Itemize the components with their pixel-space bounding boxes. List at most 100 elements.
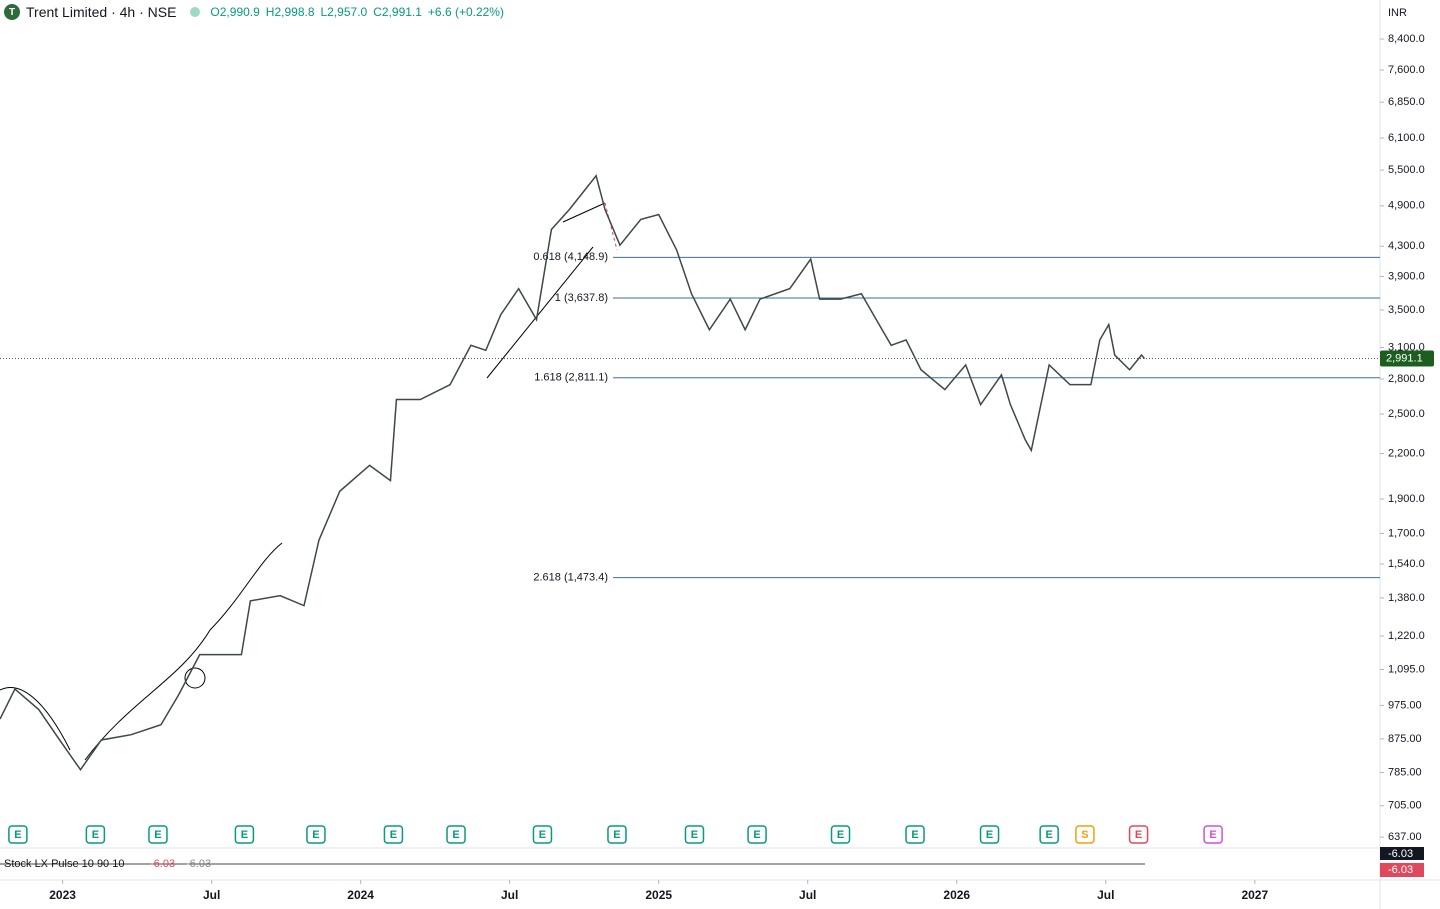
event-marker bbox=[905, 825, 925, 844]
y-tick-label: 3,500.0 bbox=[1388, 304, 1425, 316]
x-tick-label: Jul bbox=[799, 888, 816, 902]
event-label: E bbox=[14, 829, 21, 841]
y-tick-label: 705.00 bbox=[1388, 800, 1422, 812]
event-label: E bbox=[613, 829, 620, 841]
y-tick-label: 1,700.0 bbox=[1388, 527, 1425, 539]
status-dot bbox=[190, 7, 201, 17]
y-tick-label: 2,800.0 bbox=[1388, 373, 1425, 385]
y-tick-label: 1,540.0 bbox=[1388, 558, 1425, 570]
indicator-axis-label: -6.03 bbox=[1388, 864, 1413, 876]
logo: T bbox=[4, 4, 20, 20]
x-tick-label: Jul bbox=[1097, 888, 1114, 902]
event-label: E bbox=[539, 829, 546, 841]
event-label: E bbox=[986, 829, 993, 841]
event-label: S bbox=[1081, 829, 1088, 841]
indicator-name: Stock LX Pulse 10 90 10 bbox=[4, 858, 124, 870]
x-tick-label: Jul bbox=[203, 888, 220, 902]
event-label: E bbox=[1135, 829, 1142, 841]
y-tick-label: 3,100.0 bbox=[1388, 341, 1425, 353]
event-label: E bbox=[390, 829, 397, 841]
y-tick-label: 2,500.0 bbox=[1388, 408, 1425, 420]
event-marker bbox=[1128, 825, 1149, 844]
indicator-axis-box bbox=[1380, 863, 1424, 877]
event-marker bbox=[8, 825, 28, 844]
event-marker bbox=[383, 825, 404, 844]
x-tick-label: 2024 bbox=[347, 888, 374, 902]
price-line bbox=[0, 174, 1146, 772]
event-marker bbox=[532, 825, 553, 844]
event-label: E bbox=[312, 829, 319, 841]
fib-label: 2.618 (1,473.4) bbox=[533, 572, 608, 584]
y-tick-label: 4,900.0 bbox=[1388, 200, 1425, 212]
y-tick-label: 1,380.0 bbox=[1388, 592, 1425, 604]
event-label: E bbox=[154, 829, 161, 841]
y-tick-label: 1,095.0 bbox=[1388, 663, 1425, 675]
event-marker bbox=[446, 825, 466, 844]
event-marker bbox=[148, 825, 168, 844]
fib-label: 1 (3,637.8) bbox=[555, 292, 608, 304]
event-label: E bbox=[241, 829, 248, 841]
event-label: E bbox=[1045, 829, 1052, 841]
event-marker bbox=[979, 825, 1000, 844]
x-tick-label: 2025 bbox=[645, 888, 672, 902]
x-tick-label: 2023 bbox=[49, 888, 76, 902]
open: O2,990.9 bbox=[210, 5, 260, 19]
y-tick-label: 6,100.0 bbox=[1388, 132, 1425, 144]
drawing-trendline bbox=[562, 202, 606, 223]
y-tick-label: 3,900.0 bbox=[1388, 270, 1425, 282]
symbol: Trent Limited · 4h · NSE bbox=[26, 4, 177, 20]
y-tick-label: 637.00 bbox=[1388, 831, 1422, 843]
x-tick-label: 2026 bbox=[943, 888, 970, 902]
event-marker bbox=[1039, 825, 1059, 844]
event-label: E bbox=[753, 829, 760, 841]
last-price-label: 2,991.1 bbox=[1386, 352, 1423, 364]
y-tick-label: 785.00 bbox=[1388, 766, 1422, 778]
x-tick-label: Jul bbox=[501, 888, 518, 902]
event-marker bbox=[747, 825, 767, 844]
fib-label: 0.618 (4,148.9) bbox=[533, 251, 608, 263]
header: T Trent Limited · 4h · NSE O2,990.9 H2,9… bbox=[4, 4, 504, 20]
y-tick-label: 4,300.0 bbox=[1388, 240, 1425, 252]
drawing-circle bbox=[184, 667, 206, 689]
close: C2,991.1 bbox=[373, 5, 422, 19]
event-label: E bbox=[837, 829, 844, 841]
y-tick-label: 6,850.0 bbox=[1388, 96, 1425, 108]
event-marker bbox=[830, 825, 851, 844]
event-marker bbox=[1075, 825, 1095, 844]
y-tick-label: 1,900.0 bbox=[1388, 493, 1425, 505]
indicator-value: -6.03 bbox=[150, 858, 175, 870]
y-tick-label: 8,400.0 bbox=[1388, 33, 1425, 45]
y-tick-label: 2,200.0 bbox=[1388, 448, 1425, 460]
indicator-axis-label: -6.03 bbox=[1388, 848, 1413, 860]
drawing-arc bbox=[0, 687, 71, 751]
event-marker bbox=[1203, 825, 1223, 844]
event-label: E bbox=[452, 829, 459, 841]
change: +6.6 (+0.22%) bbox=[427, 5, 504, 19]
y-tick-label: 975.00 bbox=[1388, 699, 1422, 711]
event-label: E bbox=[1209, 829, 1216, 841]
x-tick-label: 2027 bbox=[1241, 888, 1268, 902]
event-marker bbox=[684, 825, 705, 844]
last-price-box bbox=[1380, 350, 1434, 367]
fib-label: 1.618 (2,811.1) bbox=[534, 372, 608, 384]
event-marker bbox=[234, 825, 255, 844]
event-label: E bbox=[911, 829, 918, 841]
drawing-trendline bbox=[486, 246, 594, 379]
drawing-dashed bbox=[604, 202, 618, 251]
event-marker bbox=[607, 825, 627, 844]
y-tick-label: 875.00 bbox=[1388, 733, 1422, 745]
low: L2,957.0 bbox=[320, 5, 368, 19]
y-tick-label: 5,500.0 bbox=[1388, 164, 1425, 176]
drawing-curve bbox=[84, 542, 283, 761]
event-marker bbox=[306, 825, 326, 844]
indicator-axis-box bbox=[1380, 847, 1424, 860]
y-tick-label: 1,220.0 bbox=[1388, 630, 1425, 642]
currency: INR bbox=[1388, 7, 1407, 19]
y-tick-label: 7,600.0 bbox=[1388, 64, 1425, 76]
high: H2,998.8 bbox=[265, 5, 315, 19]
indicator-value: -6.03 bbox=[186, 858, 211, 870]
event-marker bbox=[85, 825, 106, 844]
event-label: E bbox=[691, 829, 698, 841]
